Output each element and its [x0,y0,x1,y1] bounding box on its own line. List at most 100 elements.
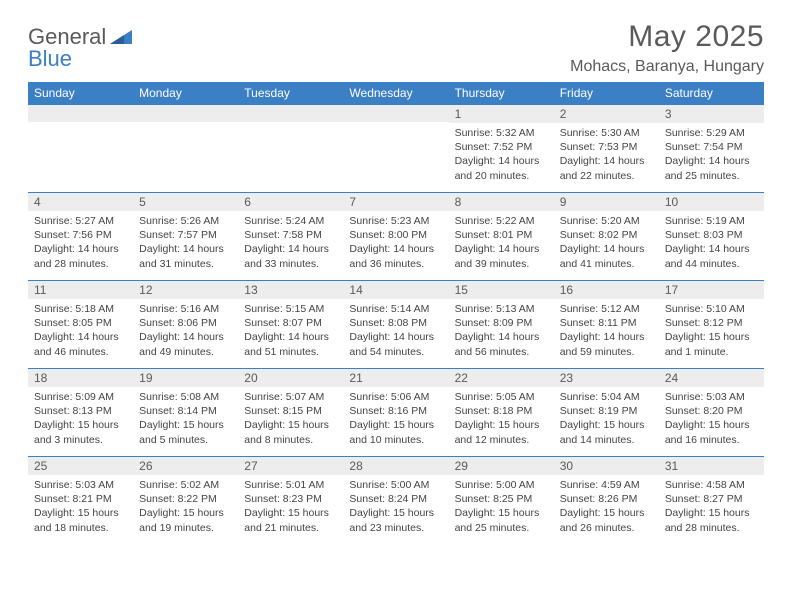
day-number: 15 [449,280,554,299]
calendar-day-cell: 28Sunrise: 5:00 AMSunset: 8:24 PMDayligh… [343,456,448,544]
day-details: Sunrise: 5:00 AMSunset: 8:25 PMDaylight:… [449,475,554,535]
calendar-day-cell [238,104,343,192]
day-details: Sunrise: 5:13 AMSunset: 8:09 PMDaylight:… [449,299,554,359]
calendar-day-cell: 23Sunrise: 5:04 AMSunset: 8:19 PMDayligh… [554,368,659,456]
calendar-day-cell: 16Sunrise: 5:12 AMSunset: 8:11 PMDayligh… [554,280,659,368]
calendar-day-cell: 11Sunrise: 5:18 AMSunset: 8:05 PMDayligh… [28,280,133,368]
calendar-day-cell: 13Sunrise: 5:15 AMSunset: 8:07 PMDayligh… [238,280,343,368]
header: GeneralBlue May 2025 Mohacs, Baranya, Hu… [28,20,764,76]
day-details: Sunrise: 5:20 AMSunset: 8:02 PMDaylight:… [554,211,659,271]
day-number: 3 [659,104,764,123]
calendar-day-cell: 14Sunrise: 5:14 AMSunset: 8:08 PMDayligh… [343,280,448,368]
calendar-week-row: 4Sunrise: 5:27 AMSunset: 7:56 PMDaylight… [28,192,764,280]
day-details: Sunrise: 5:08 AMSunset: 8:14 PMDaylight:… [133,387,238,447]
calendar-day-cell: 31Sunrise: 4:58 AMSunset: 8:27 PMDayligh… [659,456,764,544]
day-number: 16 [554,280,659,299]
calendar-week-row: 1Sunrise: 5:32 AMSunset: 7:52 PMDaylight… [28,104,764,192]
day-number: 14 [343,280,448,299]
day-details: Sunrise: 5:10 AMSunset: 8:12 PMDaylight:… [659,299,764,359]
calendar-day-cell [28,104,133,192]
calendar-day-cell: 26Sunrise: 5:02 AMSunset: 8:22 PMDayligh… [133,456,238,544]
day-details: Sunrise: 5:18 AMSunset: 8:05 PMDaylight:… [28,299,133,359]
empty-day [238,104,343,122]
weekday-header: Wednesday [343,82,448,104]
day-details: Sunrise: 5:05 AMSunset: 8:18 PMDaylight:… [449,387,554,447]
day-details: Sunrise: 5:03 AMSunset: 8:20 PMDaylight:… [659,387,764,447]
calendar-day-cell: 9Sunrise: 5:20 AMSunset: 8:02 PMDaylight… [554,192,659,280]
logo-text-part2: Blue [28,46,132,72]
day-details: Sunrise: 5:24 AMSunset: 7:58 PMDaylight:… [238,211,343,271]
calendar-day-cell: 1Sunrise: 5:32 AMSunset: 7:52 PMDaylight… [449,104,554,192]
calendar-day-cell [133,104,238,192]
day-details: Sunrise: 5:15 AMSunset: 8:07 PMDaylight:… [238,299,343,359]
calendar-table: SundayMondayTuesdayWednesdayThursdayFrid… [28,82,764,544]
location-label: Mohacs, Baranya, Hungary [570,58,764,76]
day-number: 19 [133,368,238,387]
day-number: 23 [554,368,659,387]
day-details: Sunrise: 5:00 AMSunset: 8:24 PMDaylight:… [343,475,448,535]
calendar-day-cell: 27Sunrise: 5:01 AMSunset: 8:23 PMDayligh… [238,456,343,544]
weekday-header: Friday [554,82,659,104]
weekday-header: Tuesday [238,82,343,104]
day-number: 26 [133,456,238,475]
day-number: 29 [449,456,554,475]
day-number: 8 [449,192,554,211]
day-details: Sunrise: 4:59 AMSunset: 8:26 PMDaylight:… [554,475,659,535]
day-number: 9 [554,192,659,211]
day-number: 11 [28,280,133,299]
day-number: 28 [343,456,448,475]
calendar-week-row: 18Sunrise: 5:09 AMSunset: 8:13 PMDayligh… [28,368,764,456]
day-number: 25 [28,456,133,475]
day-number: 27 [238,456,343,475]
day-details: Sunrise: 5:03 AMSunset: 8:21 PMDaylight:… [28,475,133,535]
day-number: 17 [659,280,764,299]
logo-triangle-icon [110,24,132,49]
logo: GeneralBlue [28,24,132,72]
weekday-header: Saturday [659,82,764,104]
calendar-day-cell: 7Sunrise: 5:23 AMSunset: 8:00 PMDaylight… [343,192,448,280]
day-number: 21 [343,368,448,387]
calendar-day-cell: 12Sunrise: 5:16 AMSunset: 8:06 PMDayligh… [133,280,238,368]
calendar-body: 1Sunrise: 5:32 AMSunset: 7:52 PMDaylight… [28,104,764,544]
day-number: 13 [238,280,343,299]
day-details: Sunrise: 5:02 AMSunset: 8:22 PMDaylight:… [133,475,238,535]
day-details: Sunrise: 5:23 AMSunset: 8:00 PMDaylight:… [343,211,448,271]
day-number: 4 [28,192,133,211]
day-number: 12 [133,280,238,299]
calendar-day-cell: 4Sunrise: 5:27 AMSunset: 7:56 PMDaylight… [28,192,133,280]
day-details: Sunrise: 5:32 AMSunset: 7:52 PMDaylight:… [449,123,554,183]
weekday-header: Sunday [28,82,133,104]
day-details: Sunrise: 5:29 AMSunset: 7:54 PMDaylight:… [659,123,764,183]
calendar-day-cell: 29Sunrise: 5:00 AMSunset: 8:25 PMDayligh… [449,456,554,544]
calendar-day-cell: 18Sunrise: 5:09 AMSunset: 8:13 PMDayligh… [28,368,133,456]
calendar-day-cell: 2Sunrise: 5:30 AMSunset: 7:53 PMDaylight… [554,104,659,192]
weekday-header: Monday [133,82,238,104]
calendar-header-row: SundayMondayTuesdayWednesdayThursdayFrid… [28,82,764,104]
day-number: 5 [133,192,238,211]
day-number: 24 [659,368,764,387]
calendar-day-cell: 25Sunrise: 5:03 AMSunset: 8:21 PMDayligh… [28,456,133,544]
calendar-day-cell: 22Sunrise: 5:05 AMSunset: 8:18 PMDayligh… [449,368,554,456]
day-details: Sunrise: 5:12 AMSunset: 8:11 PMDaylight:… [554,299,659,359]
day-details: Sunrise: 5:04 AMSunset: 8:19 PMDaylight:… [554,387,659,447]
day-number: 30 [554,456,659,475]
day-details: Sunrise: 5:07 AMSunset: 8:15 PMDaylight:… [238,387,343,447]
calendar-day-cell: 5Sunrise: 5:26 AMSunset: 7:57 PMDaylight… [133,192,238,280]
title-block: May 2025 Mohacs, Baranya, Hungary [570,20,764,76]
calendar-day-cell: 6Sunrise: 5:24 AMSunset: 7:58 PMDaylight… [238,192,343,280]
calendar-day-cell: 21Sunrise: 5:06 AMSunset: 8:16 PMDayligh… [343,368,448,456]
day-number: 2 [554,104,659,123]
calendar-day-cell: 30Sunrise: 4:59 AMSunset: 8:26 PMDayligh… [554,456,659,544]
calendar-day-cell [343,104,448,192]
day-number: 31 [659,456,764,475]
day-details: Sunrise: 5:14 AMSunset: 8:08 PMDaylight:… [343,299,448,359]
day-details: Sunrise: 5:26 AMSunset: 7:57 PMDaylight:… [133,211,238,271]
calendar-week-row: 25Sunrise: 5:03 AMSunset: 8:21 PMDayligh… [28,456,764,544]
weekday-header: Thursday [449,82,554,104]
day-number: 22 [449,368,554,387]
day-details: Sunrise: 5:30 AMSunset: 7:53 PMDaylight:… [554,123,659,183]
day-details: Sunrise: 5:06 AMSunset: 8:16 PMDaylight:… [343,387,448,447]
day-number: 18 [28,368,133,387]
day-details: Sunrise: 4:58 AMSunset: 8:27 PMDaylight:… [659,475,764,535]
day-details: Sunrise: 5:22 AMSunset: 8:01 PMDaylight:… [449,211,554,271]
